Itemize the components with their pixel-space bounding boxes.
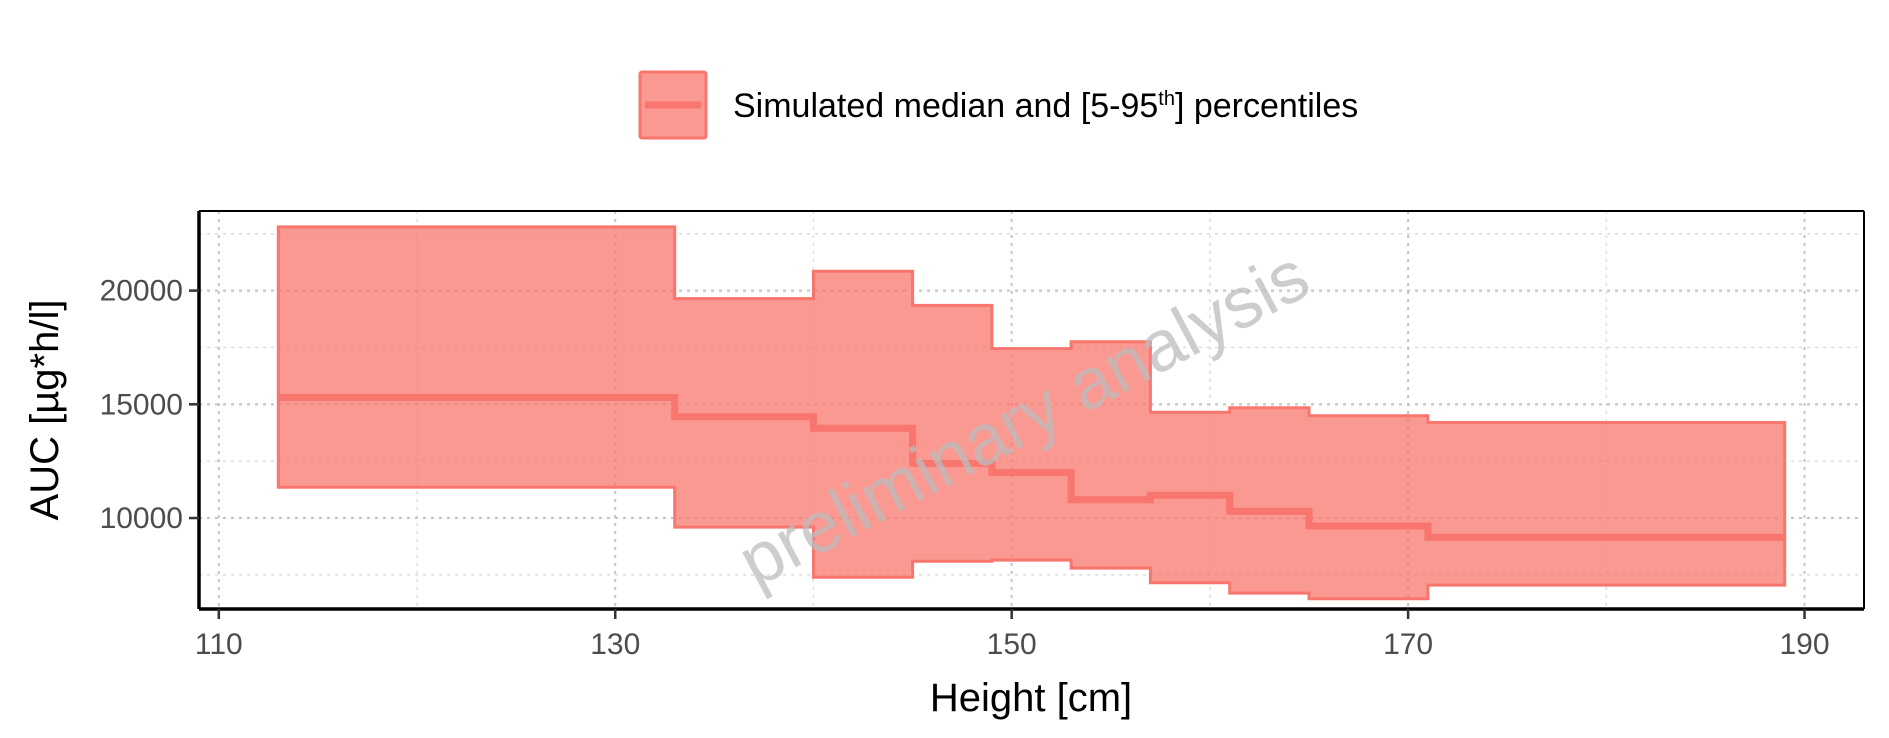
x-axis-ticks: 110 130 150 170 190 [195,609,1830,661]
percentile-ribbon [276,225,1787,601]
legend-label-end: ] percentiles [1175,87,1358,125]
y-axis-title: AUC [µg*h/l] [23,300,67,521]
x-tick-label: 190 [1780,628,1830,661]
y-tick-label: 15000 [100,388,183,421]
x-axis-title: Height [cm] [930,676,1132,720]
x-tick-label: 130 [590,628,640,661]
legend: Simulated median and [5-95th] percentile… [638,70,1358,140]
legend-label-sup: th [1158,88,1175,110]
y-tick-label: 20000 [100,275,183,308]
median-line [278,394,1785,541]
legend-label-main: Simulated median and [5-95 [733,87,1158,125]
plot-area: preliminary analysis [197,210,1865,611]
y-axis-ticks: 10000 15000 20000 [100,275,199,535]
x-tick-label: 170 [1383,628,1433,661]
x-tick-label: 150 [987,628,1037,661]
legend-label: Simulated median and [5-95th] percentile… [733,87,1358,125]
y-tick-label: 10000 [100,502,183,535]
x-tick-label: 110 [195,628,243,661]
